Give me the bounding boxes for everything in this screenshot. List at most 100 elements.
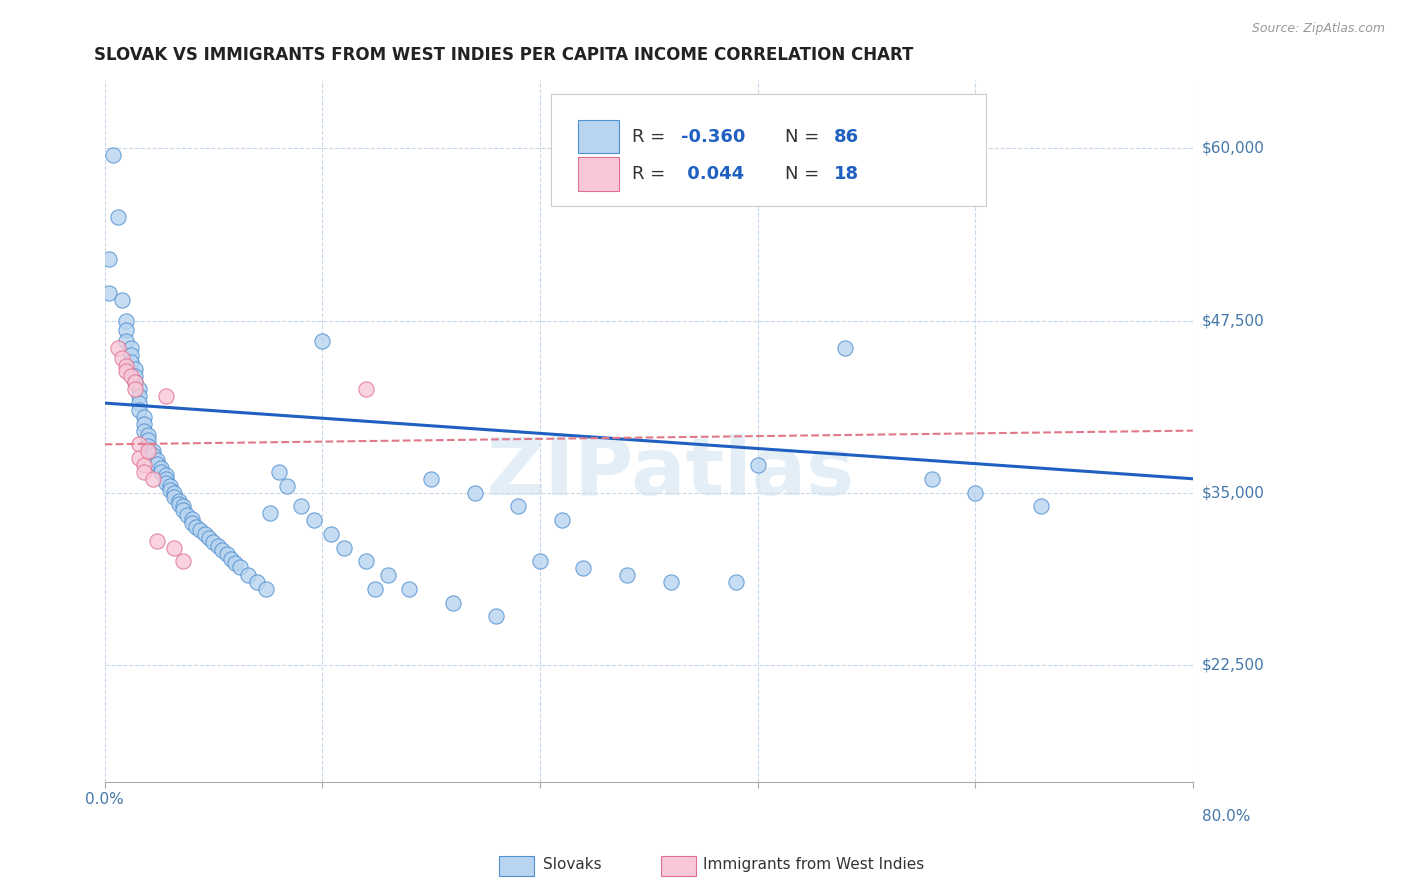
Point: [136, 439, 159, 453]
Point: [98, 285, 121, 300]
Point: [485, 609, 508, 624]
Point: [420, 472, 443, 486]
Point: [150, 460, 173, 475]
Point: [124, 361, 146, 376]
Text: R =: R =: [633, 128, 672, 145]
Point: [136, 444, 159, 458]
Text: Slovaks: Slovaks: [543, 857, 602, 871]
Point: [267, 465, 290, 479]
Point: [120, 341, 142, 355]
Point: [302, 513, 325, 527]
Point: [311, 334, 333, 348]
FancyBboxPatch shape: [578, 157, 620, 191]
Point: [115, 364, 138, 378]
Point: [159, 478, 181, 492]
Point: [98, 252, 121, 266]
Text: $47,500: $47,500: [1202, 313, 1264, 328]
Point: [354, 554, 377, 568]
Point: [211, 543, 233, 558]
Point: [163, 490, 186, 504]
Text: 86: 86: [834, 128, 859, 145]
Y-axis label: Per Capita Income: Per Capita Income: [0, 368, 7, 494]
Text: 80.0%: 80.0%: [1202, 809, 1250, 824]
Point: [198, 531, 221, 545]
Point: [172, 503, 194, 517]
Point: [194, 526, 217, 541]
Point: [163, 485, 186, 500]
Point: [219, 551, 242, 566]
Point: [965, 485, 987, 500]
Point: [124, 376, 146, 390]
Point: [128, 389, 150, 403]
Point: [319, 526, 342, 541]
Point: [215, 548, 238, 562]
Point: [132, 417, 155, 431]
Point: [572, 561, 595, 575]
Point: [167, 497, 190, 511]
Text: SLOVAK VS IMMIGRANTS FROM WEST INDIES PER CAPITA INCOME CORRELATION CHART: SLOVAK VS IMMIGRANTS FROM WEST INDIES PE…: [94, 46, 912, 64]
Text: $60,000: $60,000: [1202, 141, 1264, 156]
Point: [228, 559, 250, 574]
Point: [111, 293, 134, 307]
Point: [128, 403, 150, 417]
Text: R =: R =: [633, 165, 672, 183]
Point: [124, 382, 146, 396]
Point: [333, 541, 356, 555]
Point: [155, 472, 177, 486]
Point: [120, 348, 142, 362]
Point: [128, 382, 150, 396]
Point: [132, 465, 155, 479]
Point: [464, 485, 486, 500]
Point: [146, 533, 169, 548]
Point: [180, 511, 202, 525]
Point: [132, 458, 155, 472]
Point: [142, 444, 165, 458]
FancyBboxPatch shape: [551, 94, 986, 206]
Point: [142, 449, 165, 463]
Point: [115, 313, 138, 327]
Point: [150, 465, 173, 479]
Point: [107, 341, 129, 355]
Point: [659, 574, 682, 589]
Point: [136, 427, 159, 442]
Text: Source: ZipAtlas.com: Source: ZipAtlas.com: [1251, 22, 1385, 36]
Point: [115, 359, 138, 373]
Point: [246, 574, 269, 589]
Point: [155, 467, 177, 482]
Point: [921, 472, 943, 486]
Text: 0.044: 0.044: [682, 165, 745, 183]
Point: [184, 520, 207, 534]
Point: [124, 376, 146, 390]
Point: [142, 472, 165, 486]
FancyBboxPatch shape: [578, 120, 620, 153]
Text: Immigrants from West Indies: Immigrants from West Indies: [703, 857, 924, 871]
Point: [551, 513, 574, 527]
Point: [224, 556, 246, 570]
Text: N =: N =: [785, 165, 825, 183]
Point: [111, 351, 134, 365]
Point: [120, 368, 142, 383]
Point: [354, 382, 377, 396]
Text: 18: 18: [834, 165, 859, 183]
Point: [747, 458, 769, 472]
Point: [155, 389, 177, 403]
Point: [508, 500, 530, 514]
Point: [834, 341, 856, 355]
Point: [202, 535, 225, 549]
Point: [128, 451, 150, 466]
Point: [107, 211, 129, 225]
Point: [132, 424, 155, 438]
Text: -0.360: -0.360: [682, 128, 745, 145]
Point: [363, 582, 385, 596]
Point: [276, 478, 298, 492]
Point: [132, 409, 155, 424]
Point: [190, 523, 212, 537]
Point: [377, 568, 399, 582]
Point: [172, 554, 194, 568]
Point: [155, 475, 177, 490]
Point: [136, 434, 159, 448]
Point: [120, 355, 142, 369]
Point: [128, 437, 150, 451]
Point: [115, 323, 138, 337]
Point: [146, 457, 169, 471]
